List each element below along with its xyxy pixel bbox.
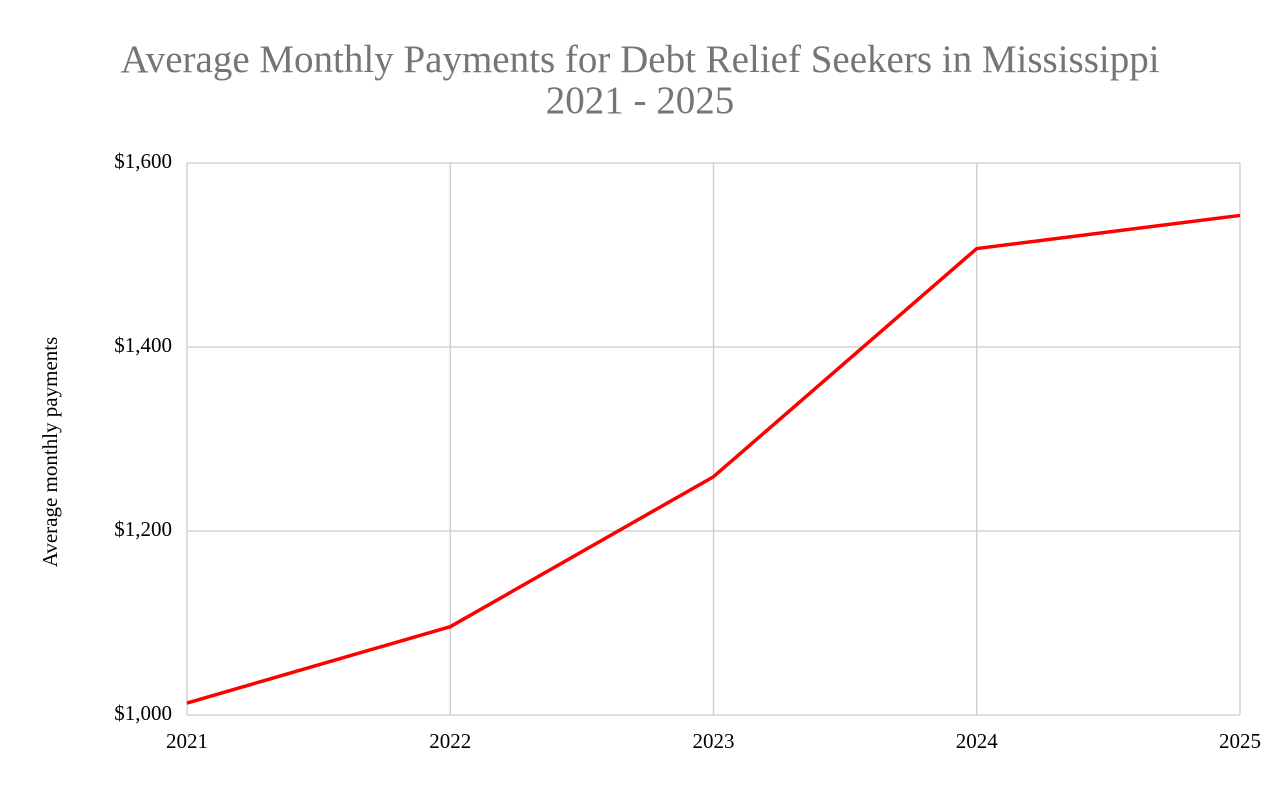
y-tick-label: $1,200 bbox=[114, 517, 172, 541]
y-tick-label: $1,600 bbox=[114, 149, 172, 173]
chart-title: Average Monthly Payments for Debt Relief… bbox=[120, 38, 1159, 81]
x-tick-label: 2024 bbox=[956, 729, 999, 753]
x-tick-label: 2023 bbox=[693, 729, 735, 753]
y-axis-label: Average monthly payments bbox=[38, 337, 62, 568]
x-tick-label: 2021 bbox=[166, 729, 208, 753]
y-tick-label: $1,400 bbox=[114, 333, 172, 357]
x-tick-label: 2022 bbox=[429, 729, 471, 753]
x-tick-label: 2025 bbox=[1219, 729, 1261, 753]
chart-subtitle: 2021 - 2025 bbox=[546, 79, 735, 122]
y-tick-label: $1,000 bbox=[114, 701, 172, 725]
line-series bbox=[186, 213, 1241, 705]
